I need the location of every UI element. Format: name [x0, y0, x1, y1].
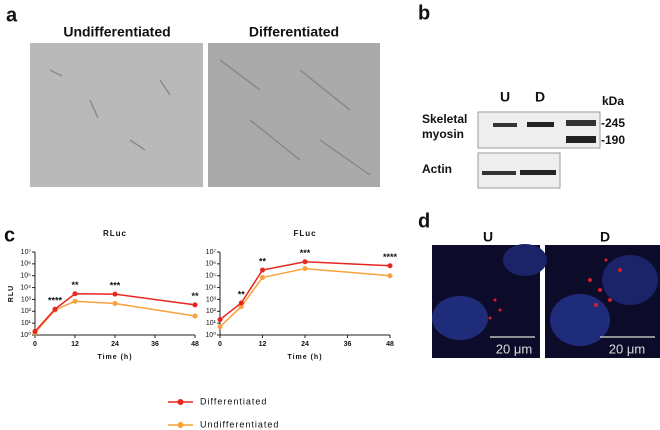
data-point: [112, 301, 118, 307]
legend-swatch: [177, 422, 184, 428]
panel-label: d: [418, 210, 430, 232]
image-title: U: [483, 229, 493, 245]
band: [566, 136, 596, 143]
data-point: [192, 302, 198, 308]
y-tick-label: 10⁵: [205, 273, 216, 280]
blot-label: Actin: [422, 162, 452, 176]
image-title: Undifferentiated: [63, 24, 170, 40]
blot-label: myosin: [422, 127, 464, 141]
band: [520, 170, 556, 175]
x-tick-label: 48: [191, 341, 199, 348]
y-tick-label: 10⁷: [206, 249, 217, 256]
legend-swatch: [177, 399, 184, 405]
y-tick-label: 10⁶: [205, 261, 216, 268]
significance: **: [71, 280, 79, 290]
marker: -190: [601, 133, 625, 147]
lane-label: D: [535, 89, 545, 105]
data-point: [260, 267, 265, 273]
y-tick-label: 10⁴: [20, 284, 31, 291]
x-axis-label: Time (h): [287, 354, 322, 361]
band: [566, 120, 596, 126]
x-tick-label: 0: [218, 341, 222, 348]
x-tick-label: 0: [33, 341, 37, 348]
y-tick-label: 10³: [206, 296, 217, 303]
data-point: [72, 298, 78, 304]
x-axis-label: Time (h): [97, 354, 132, 361]
data-point: [112, 291, 118, 297]
data-point: [217, 324, 223, 330]
nucleus: [602, 255, 658, 305]
data-point: [192, 313, 198, 319]
nucleus: [432, 296, 488, 340]
y-tick-label: 10²: [206, 308, 217, 315]
x-tick-label: 24: [111, 341, 119, 348]
y-tick-label: 10⁷: [21, 249, 32, 256]
legend-label: Differentiated: [200, 396, 267, 406]
x-tick-label: 36: [151, 341, 159, 348]
legend-label: Undifferentiated: [200, 419, 279, 429]
x-tick-label: 48: [386, 341, 394, 348]
y-tick-label: 10⁰: [20, 331, 31, 339]
image-title: D: [600, 229, 610, 245]
band: [527, 122, 554, 127]
significance: ***: [300, 248, 311, 258]
panel-label: b: [418, 2, 430, 24]
y-axis-label: RLU: [8, 285, 15, 302]
y-tick-label: 10⁵: [20, 273, 31, 280]
y-tick-label: 10¹: [21, 320, 32, 327]
data-point: [32, 328, 38, 334]
nucleus: [503, 244, 547, 276]
data-point: [387, 263, 393, 269]
significance: **: [191, 291, 199, 301]
micrograph: [208, 43, 380, 187]
y-tick-label: 10²: [21, 308, 32, 315]
band: [493, 123, 517, 127]
significance: ***: [110, 281, 121, 291]
scale-label: 20 μm: [609, 341, 645, 356]
y-tick-label: 10⁶: [20, 261, 31, 268]
chart-title: FLuc: [293, 229, 316, 238]
x-tick-label: 12: [71, 341, 79, 348]
significance: ****: [383, 252, 398, 262]
image-title: Differentiated: [249, 24, 339, 40]
data-point: [302, 266, 308, 272]
y-tick-label: 10³: [21, 296, 32, 303]
marker: -245: [601, 116, 625, 130]
data-point: [260, 275, 265, 281]
y-tick-label: 10⁰: [205, 331, 216, 339]
data-point: [302, 259, 308, 265]
unit: kDa: [602, 94, 624, 108]
x-tick-label: 24: [301, 341, 309, 348]
significance: **: [238, 289, 246, 299]
data-point: [52, 306, 58, 312]
micrograph: [30, 43, 203, 187]
x-tick-label: 12: [259, 341, 267, 348]
y-tick-label: 10¹: [206, 320, 217, 327]
band: [482, 171, 516, 175]
data-point: [238, 300, 244, 306]
signal: [488, 258, 622, 320]
y-tick-label: 10⁴: [205, 284, 216, 291]
chart-title: RLuc: [103, 229, 127, 238]
nucleus: [550, 294, 610, 346]
data-point: [238, 304, 244, 310]
significance: **: [259, 256, 267, 266]
texture: [49, 59, 371, 176]
lane-label: U: [500, 89, 510, 105]
panel-label: c: [4, 224, 15, 246]
significance: ****: [48, 296, 63, 306]
data-point: [217, 317, 223, 323]
data-point: [72, 291, 78, 297]
scale-label: 20 μm: [496, 341, 532, 356]
x-tick-label: 36: [344, 341, 352, 348]
data-point: [387, 273, 393, 279]
panel-label: a: [6, 4, 18, 26]
blot-label: Skeletal: [422, 112, 467, 126]
